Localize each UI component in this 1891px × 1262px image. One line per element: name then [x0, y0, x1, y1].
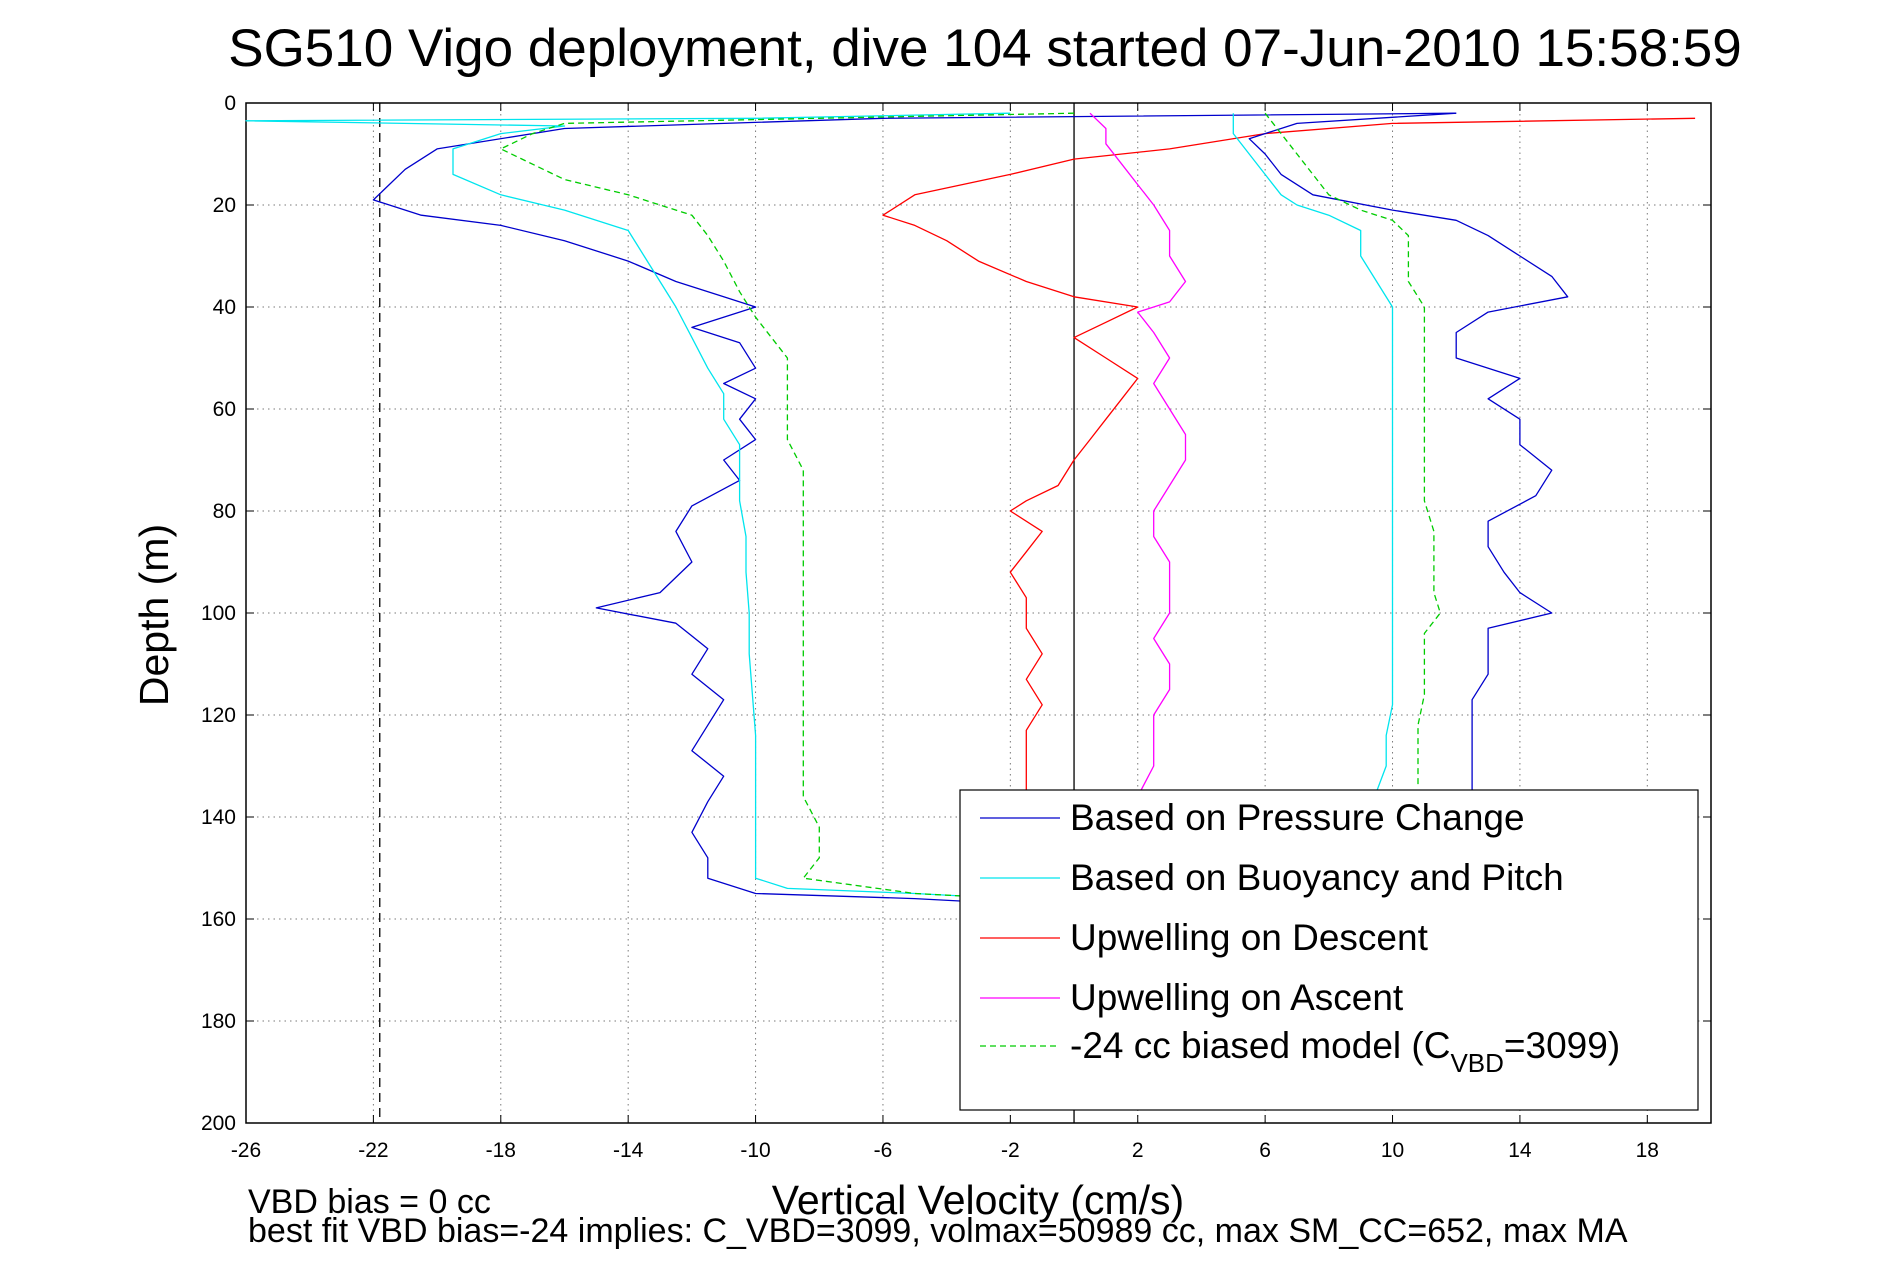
legend: Based on Pressure Change Based on Buoyanc… [959, 789, 1699, 1111]
x-tick-label: -18 [486, 1139, 516, 1162]
x-tick-label: 10 [1381, 1139, 1404, 1162]
x-tick-label: 6 [1259, 1139, 1271, 1162]
y-tick-label: 80 [213, 500, 236, 523]
y-tick-label: 180 [201, 1010, 236, 1033]
y-tick-label: 20 [213, 194, 236, 217]
annotations: VBD bias = 0 cc best fit VBD bias=-24 im… [248, 1183, 1628, 1250]
series-line-5 [1248, 112, 1569, 792]
x-tick-label: -10 [740, 1139, 770, 1162]
x-tick-label: 2 [1132, 1139, 1144, 1162]
series-line-3 [1089, 112, 1187, 797]
series-line-0 [372, 112, 1457, 902]
series-line-7 [1264, 112, 1441, 787]
y-tick-label: 120 [201, 704, 236, 727]
series-line-1 [245, 112, 1011, 897]
x-axis-label: Vertical Velocity (cm/s) [772, 1177, 1184, 1223]
chart-title: SG510 Vigo deployment, dive 104 started … [228, 19, 1742, 78]
x-tick-label: 14 [1508, 1139, 1532, 1162]
series-line-6 [1232, 113, 1394, 792]
x-tick-label: -2 [1001, 1139, 1020, 1162]
series-lines [245, 112, 1696, 902]
ticks: -26 -22 -18 -14 -10 -6 -2 2 6 10 14 180204060801001… [201, 92, 1711, 1162]
x-tick-label: -6 [874, 1139, 893, 1162]
series-line-2 [882, 117, 1696, 802]
y-axis-label: Depth (m) [131, 524, 177, 706]
legend-label: Based on Pressure Change [1070, 797, 1525, 838]
series-line-4 [500, 112, 1075, 897]
y-tick-label: 0 [224, 92, 236, 115]
y-tick-label: 40 [213, 296, 236, 319]
y-tick-label: 140 [201, 806, 236, 829]
legend-label: Based on Buoyancy and Pitch [1070, 857, 1564, 898]
y-tick-label: 160 [201, 908, 236, 931]
y-tick-label: 200 [201, 1112, 236, 1135]
legend-box [959, 789, 1699, 1111]
annotation-best-fit: best fit VBD bias=-24 implies: C_VBD=309… [248, 1212, 1628, 1250]
legend-label: Upwelling on Ascent [1070, 977, 1404, 1018]
annotation-vbd-bias: VBD bias = 0 cc [248, 1183, 491, 1221]
x-tick-label: -26 [231, 1139, 261, 1162]
x-tick-label: 18 [1636, 1139, 1659, 1162]
legend-label: Upwelling on Descent [1070, 917, 1429, 958]
x-tick-label: -14 [613, 1139, 644, 1162]
x-tick-label: -22 [358, 1139, 388, 1162]
y-tick-label: 100 [201, 602, 236, 625]
y-tick-label: 60 [213, 398, 236, 421]
